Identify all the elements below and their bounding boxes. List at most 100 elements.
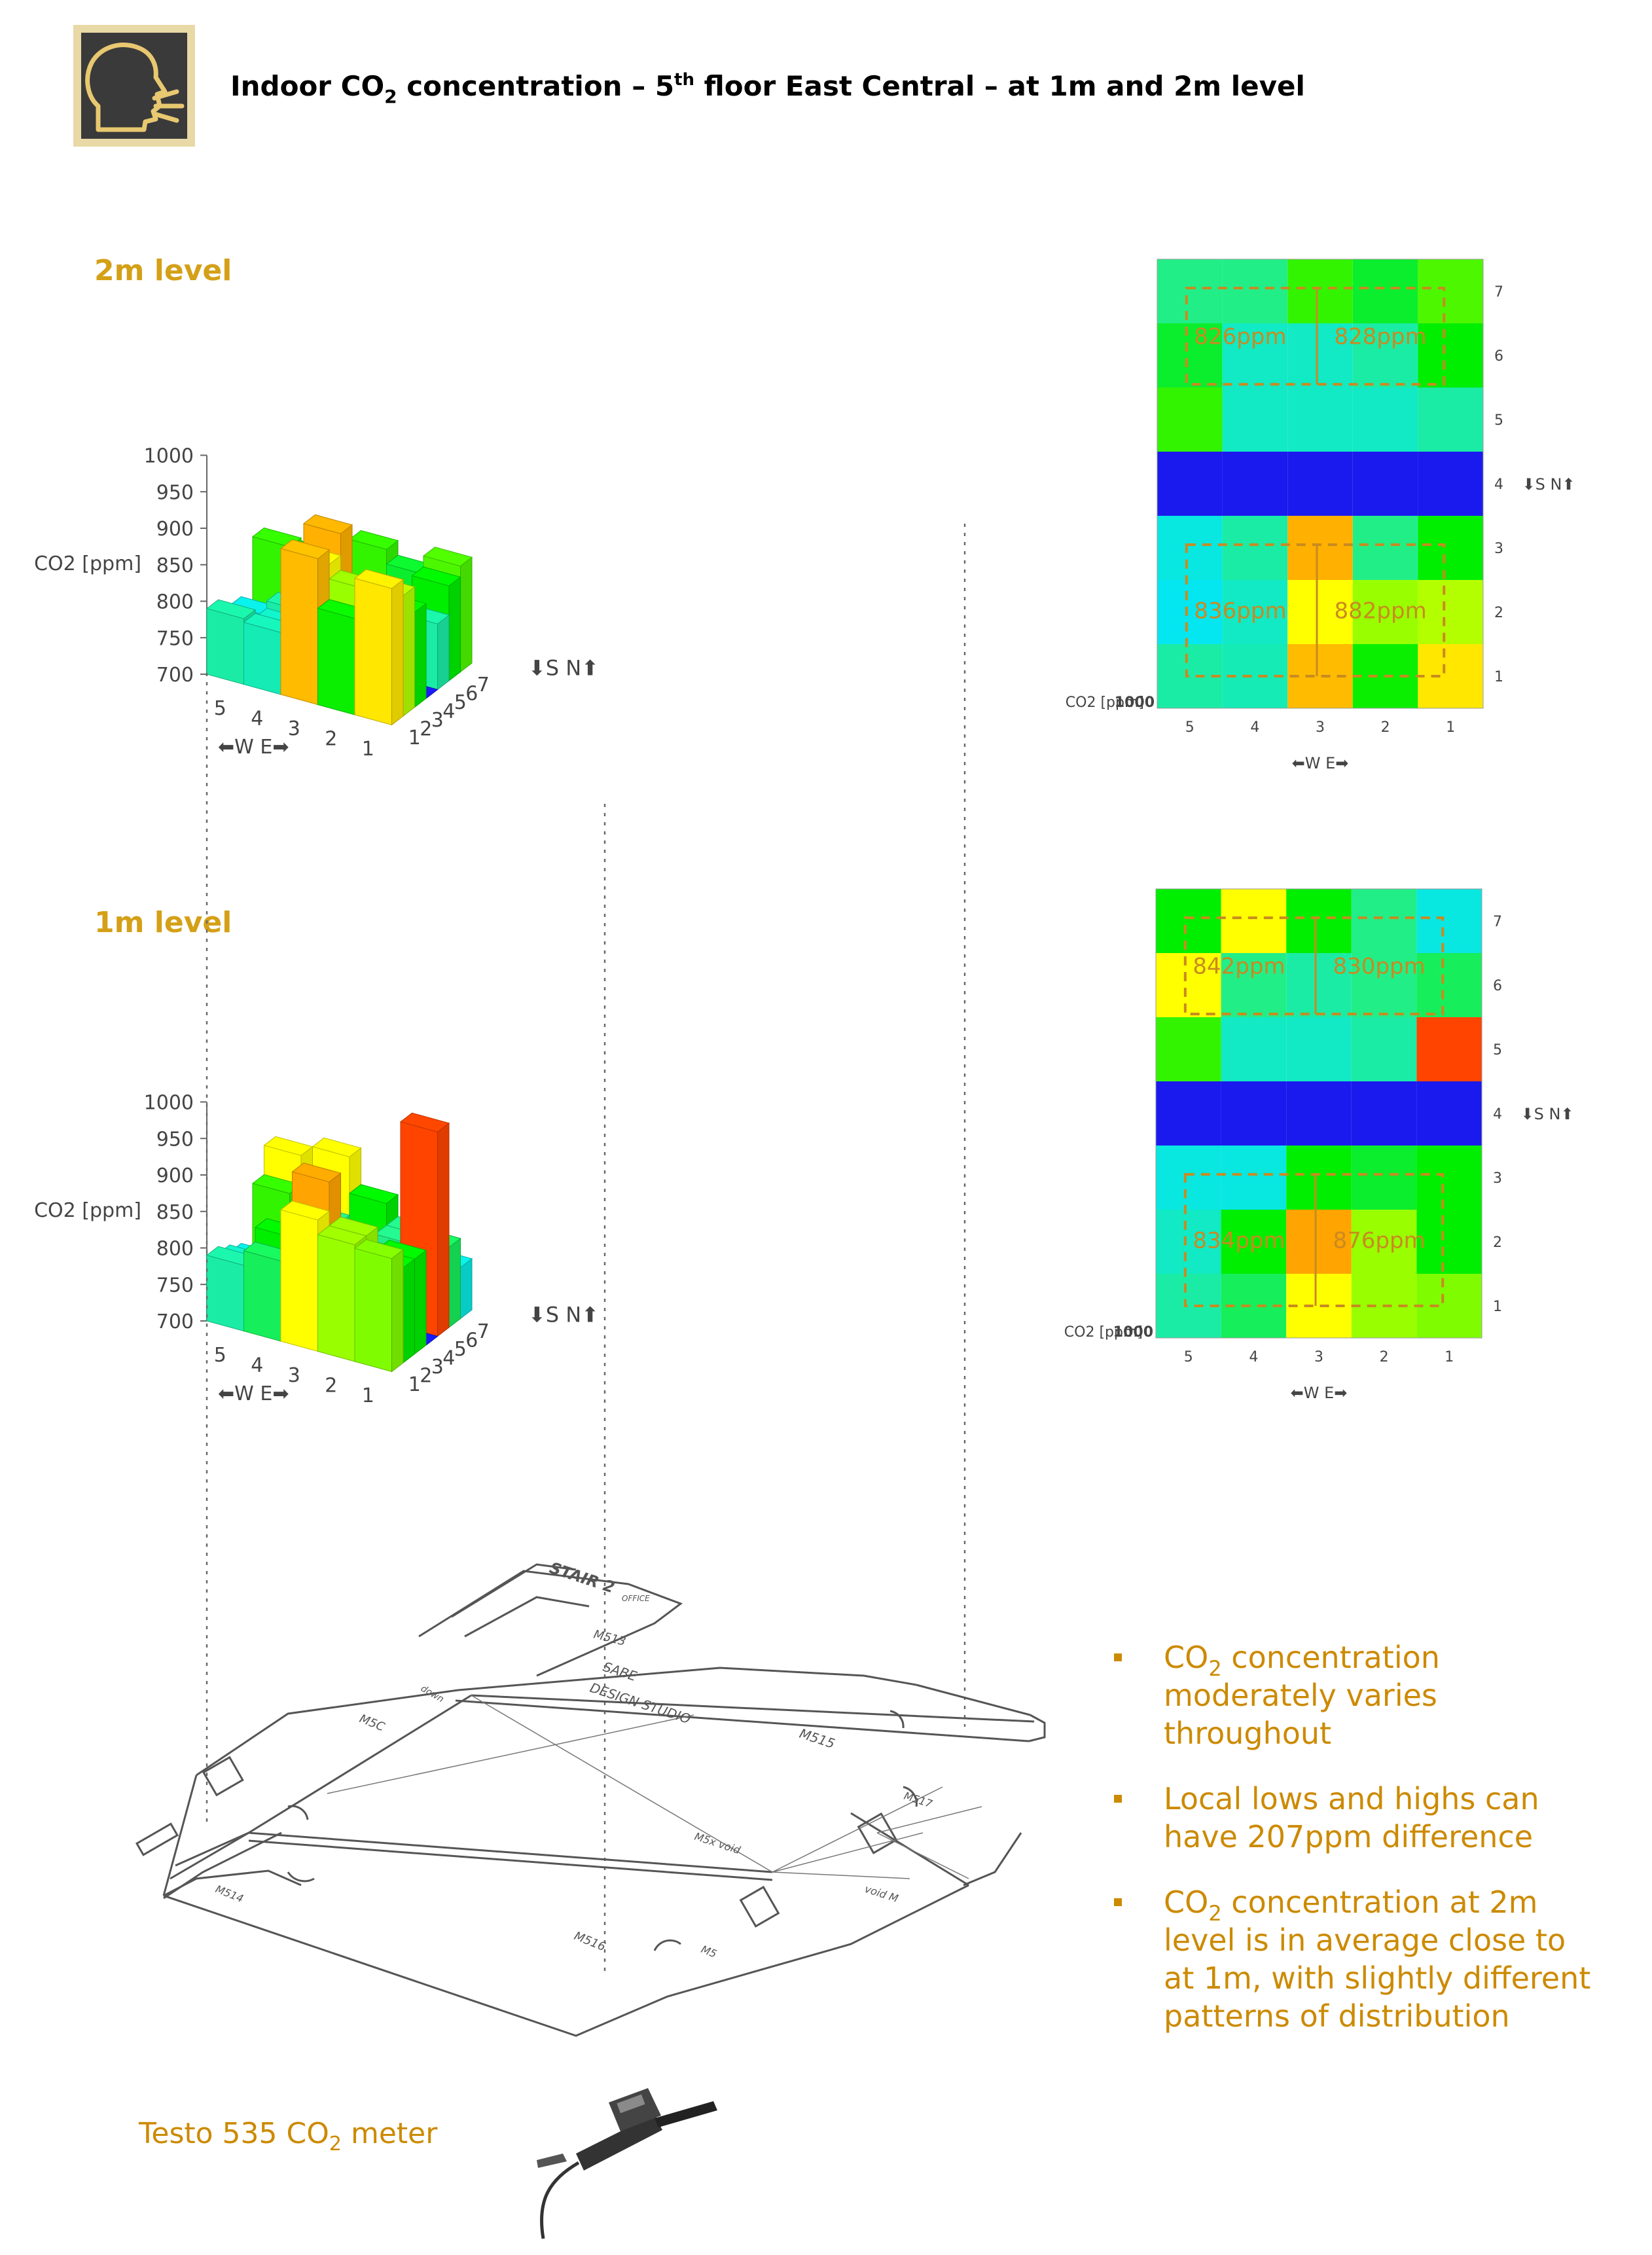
heatmap-cell <box>1416 1210 1482 1274</box>
depth-tick-label: 5 <box>454 691 467 714</box>
heatmap-col-label: 3 <box>1314 1349 1323 1365</box>
bar-top-face <box>422 547 473 567</box>
bullet-line: Local lows and highs can <box>1164 1781 1539 1816</box>
heatmap-cell <box>1351 1146 1417 1210</box>
depth-tick-label: 6 <box>465 682 478 705</box>
y-tick-label: 850 <box>156 1201 194 1224</box>
bullet-subscript: 2 <box>1208 1901 1221 1926</box>
heatmap-cell <box>1157 516 1223 580</box>
bar-top-face <box>353 569 404 589</box>
heatmap-2m: 7 6 5 4 3 2 1 ⬇S N⬆ 5 4 3 2 1 ⬅W E➡ CO2 [ppm]1000 826pp… <box>1066 259 1575 772</box>
heatmap-cell <box>1221 1081 1287 1146</box>
bar-side-face <box>403 1258 415 1364</box>
heatmap-cell <box>1222 452 1288 516</box>
heatmap-cell <box>1287 516 1353 580</box>
bar-front-face <box>317 1234 355 1362</box>
bar-front-face <box>317 607 355 715</box>
heatmap-cell <box>1416 1017 1482 1081</box>
heatmap-row-label: 3 <box>1494 541 1503 557</box>
bar-top-face <box>317 1225 367 1246</box>
bullet-line: moderately varies <box>1164 1678 1437 1713</box>
bar-side-face <box>437 1122 450 1337</box>
plan-label: M5C <box>357 1712 387 1734</box>
bar-side-face <box>460 1257 473 1320</box>
bar-top-face <box>206 599 257 619</box>
heatmap-legend-label: CO2 [ppm] <box>1064 1324 1143 1341</box>
title-part: floor East Central – at 1m and 2m level <box>694 70 1305 102</box>
heatmap-cell <box>1157 259 1223 323</box>
heatmap-cell <box>1221 1146 1287 1210</box>
bar-side-face <box>448 1237 461 1329</box>
x-tick-label: 1 <box>362 738 374 761</box>
heatmap-cell <box>1416 1081 1482 1146</box>
zone-label: 830ppm <box>1333 954 1426 980</box>
x-tick-label: 1 <box>362 1384 374 1407</box>
x-tick-label: 3 <box>288 1364 300 1387</box>
bar <box>353 569 404 726</box>
x-direction-label: ⬅W E➡ <box>218 736 289 759</box>
y-tick-label: 750 <box>156 627 194 650</box>
heatmap-cell <box>1418 452 1483 516</box>
title-part: Indoor CO <box>230 70 384 102</box>
heatmap-cell <box>1156 953 1221 1017</box>
bar-front-face <box>280 548 318 706</box>
heatmap-cell <box>1156 889 1221 953</box>
bullet-part: CO <box>1164 1640 1208 1675</box>
heatmap-cell <box>1156 1081 1221 1146</box>
heatmap-cell <box>1416 1146 1482 1210</box>
heatmap-cell <box>1351 889 1417 953</box>
bar-front-face <box>243 622 281 695</box>
heatmap-row-label: 4 <box>1493 1106 1502 1123</box>
heatmap-cell <box>1157 580 1223 644</box>
bar-front-face <box>243 1250 281 1342</box>
heatmap-cell <box>1287 580 1353 644</box>
y-tick-label: 700 <box>156 1310 194 1333</box>
plan-label: SABE <box>601 1659 639 1684</box>
meter-caption: Testo 535 CO2 meter <box>138 2117 438 2156</box>
heatmap-cell <box>1287 452 1353 516</box>
title-superscript: th <box>674 70 694 90</box>
zone-label: 834ppm <box>1193 1228 1285 1254</box>
y-tick-label: 1000 <box>144 1092 194 1115</box>
speaking-head-icon <box>73 25 195 147</box>
zone-label: 882ppm <box>1335 598 1427 624</box>
bullet-line: CO2 concentration at 2m <box>1164 1885 1537 1926</box>
x-direction-label: ⬅W E➡ <box>218 1382 289 1405</box>
x-tick-label: 3 <box>288 717 300 740</box>
heatmap-cell <box>1222 323 1288 388</box>
heatmap-row-label: 1 <box>1494 669 1503 685</box>
heatmap-row-label: 2 <box>1494 605 1503 621</box>
heatmap-col-label: 5 <box>1185 719 1194 736</box>
bar-front-face <box>206 1254 244 1332</box>
zone-label: 836ppm <box>1194 598 1286 624</box>
bullet-item: Local lows and highs can have 207ppm dif… <box>1114 1781 1539 1854</box>
heatmap-row-label: 6 <box>1493 978 1502 994</box>
depth-tick-label: 6 <box>465 1329 478 1352</box>
level-label-2m: 2m level <box>94 254 232 287</box>
bullet-item: CO2 concentration moderately varies thro… <box>1114 1640 1440 1751</box>
heatmap-col-direction: ⬅W E➡ <box>1292 754 1349 772</box>
bar-side-face <box>414 1250 427 1355</box>
bullet-line: throughout <box>1164 1716 1331 1751</box>
heatmap-cell <box>1418 259 1483 323</box>
heatmap-row-label: 7 <box>1494 284 1503 300</box>
bar-side-face <box>448 576 461 682</box>
projection-lines <box>206 524 966 1974</box>
plan-label: OFFICE <box>622 1594 650 1603</box>
y-tick-label: 850 <box>156 554 194 577</box>
bullet-line: patterns of distribution <box>1164 1998 1510 2034</box>
depth-tick-label: 4 <box>442 1346 455 1369</box>
heatmap-legend-value: 1000 <box>1113 1324 1153 1341</box>
y-tick-label: 900 <box>156 1164 194 1187</box>
heatmap-col-label: 5 <box>1184 1349 1193 1365</box>
heatmap-row-direction: ⬇S N⬆ <box>1522 475 1575 494</box>
caption-part: Testo 535 CO <box>138 2117 329 2150</box>
bullet-line: level is in average close to <box>1164 1922 1566 1958</box>
bullet-part: concentration at 2m <box>1222 1885 1538 1920</box>
heatmap-cell <box>1156 1146 1221 1210</box>
heatmap-cell <box>1416 889 1482 953</box>
plan-label: M515 <box>797 1725 836 1752</box>
heatmap-cell <box>1157 388 1223 452</box>
heatmap-cell <box>1286 889 1352 953</box>
heatmap-cell <box>1352 259 1418 323</box>
